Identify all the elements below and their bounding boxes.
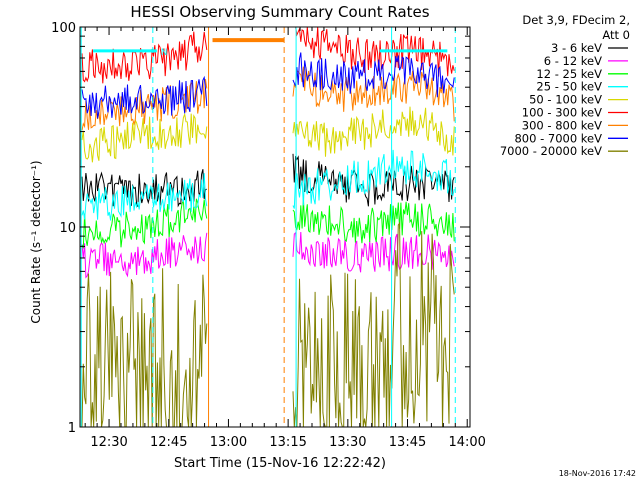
series-trace-8-segment-1 xyxy=(81,75,208,119)
legend-label-8: 800 - 7000 keV xyxy=(514,131,602,145)
series-trace-2-segment-2 xyxy=(292,231,455,273)
night-bar-label: N xyxy=(161,48,168,58)
x-tick-label-1: 12:30 xyxy=(90,435,127,450)
x-tick-label-7: 14:00 xyxy=(448,435,485,450)
series-trace-1-segment-2 xyxy=(292,153,455,207)
legend-label-5: 50 - 100 keV xyxy=(529,93,602,107)
series-trace-3-segment-1 xyxy=(81,198,208,249)
series-trace-5-segment-1 xyxy=(81,112,208,163)
series-trace-5-segment-2 xyxy=(292,106,455,157)
series-trace-9-segment-2 xyxy=(292,221,455,428)
x-tick-label-5: 13:30 xyxy=(329,435,366,450)
series-trace-8-segment-2 xyxy=(292,52,455,98)
series-trace-4-segment-1 xyxy=(81,173,208,221)
x-tick-label-3: 13:00 xyxy=(210,435,247,450)
y-tick-label-1: 1 xyxy=(68,421,76,436)
series-trace-1-segment-1 xyxy=(81,169,207,208)
legend-header-line-2: Att 0 xyxy=(602,28,630,42)
x-tick-label-2: 12:45 xyxy=(150,435,187,450)
series-trace-6-segment-1 xyxy=(81,31,208,84)
x-tick-label-6: 13:45 xyxy=(389,435,426,450)
footer-timestamp: 18-Nov-2016 17:42 xyxy=(559,469,636,478)
legend-label-7: 300 - 800 keV xyxy=(522,118,602,132)
y-tick-label-2: 10 xyxy=(59,221,76,236)
y-tick-label-3: 100 xyxy=(51,21,76,36)
legend-header-line-1: Det 3,9, FDecim 2, xyxy=(522,13,630,27)
series-trace-4-segment-2 xyxy=(292,149,455,209)
x-axis-label: Start Time (15-Nov-16 12:22:42) xyxy=(174,456,386,471)
y-axis-label: Count Rate (s⁻¹ detector⁻¹) xyxy=(29,160,43,323)
series-trace-2-segment-1 xyxy=(81,232,208,279)
legend-label-4: 25 - 50 keV xyxy=(536,80,602,94)
legend-label-3: 12 - 25 keV xyxy=(536,67,602,81)
legend-label-6: 100 - 300 keV xyxy=(522,106,602,120)
legend-label-1: 3 - 6 keV xyxy=(551,41,602,55)
series-trace-7-segment-1 xyxy=(81,79,208,131)
legend-label-2: 6 - 12 keV xyxy=(544,54,602,68)
x-tick-label-4: 13:15 xyxy=(269,435,306,450)
legend-label-9: 7000 - 20000 keV xyxy=(500,144,602,158)
axes-layer: 12:30 12:45 13:00 13:15 13:30 13:45 14:00 1 10 10… xyxy=(51,21,486,450)
series-trace-7-segment-2 xyxy=(292,66,455,122)
series-trace-9-segment-1 xyxy=(81,268,208,428)
series-layer xyxy=(81,26,455,428)
chart-title: HESSI Observing Summary Count Rates xyxy=(130,3,429,21)
series-trace-3-segment-2 xyxy=(292,198,455,244)
series-trace-6-segment-2 xyxy=(293,26,455,77)
